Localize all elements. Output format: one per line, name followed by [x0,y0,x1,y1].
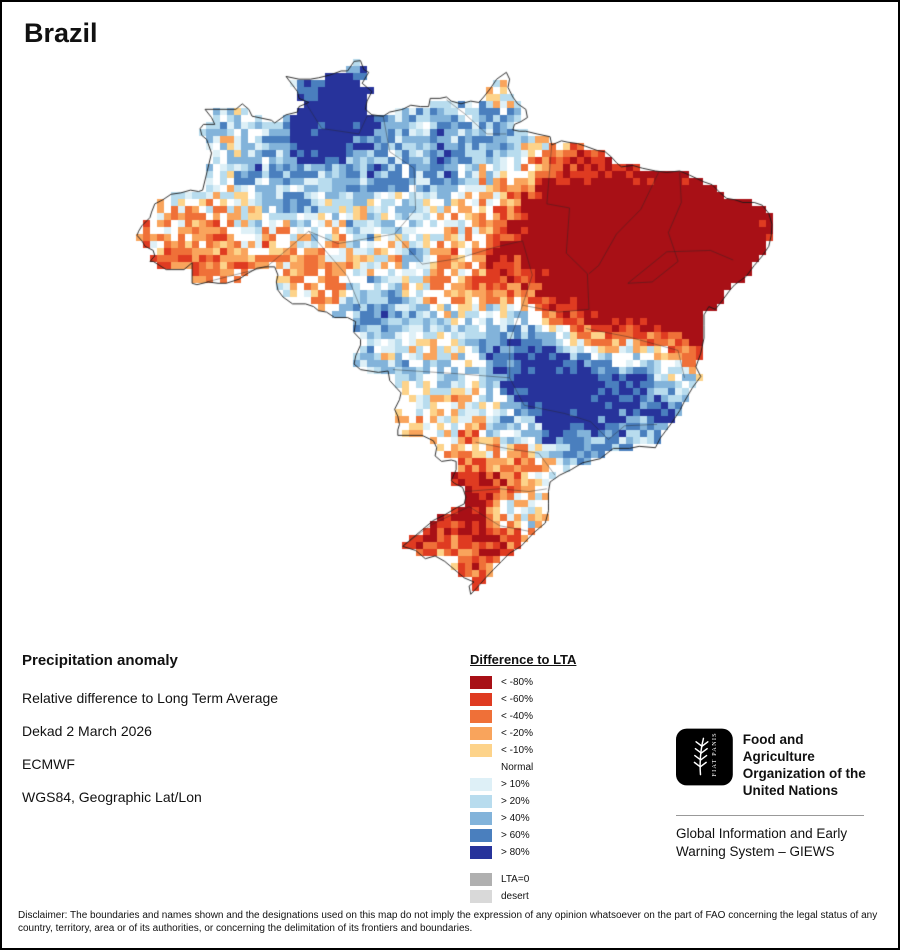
legend-swatch [470,761,492,774]
fao-logo-icon: FIAT PANIS [676,728,733,786]
fao-motto-text: FIAT PANIS [711,732,718,776]
legend-label: LTA=0 [501,874,530,885]
legend-label: < -80% [501,677,533,688]
org-divider [676,815,864,816]
legend-swatch [470,846,492,859]
fao-header: FIAT PANIS Food and Agriculture Organiza… [676,728,876,799]
info-block: Precipitation anomaly Relative differenc… [22,652,278,822]
legend-swatch [470,710,492,723]
legend-swatch [470,727,492,740]
legend-swatch [470,890,492,903]
legend-swatch [470,795,492,808]
legend-swatch [470,812,492,825]
legend-row: < -60% [470,693,576,706]
legend-rows: < -80% < -60% < -40% < -20% < -10% Normal > 10… [470,676,576,903]
org-name-line: Organization of the [742,766,866,781]
legend-swatch [470,676,492,689]
legend-row: > 10% [470,778,576,791]
legend-row: < -10% [470,744,576,757]
legend-swatch [470,693,492,706]
legend-row: < -20% [470,727,576,740]
info-line-dekad: Dekad 2 March 2026 [22,723,152,739]
legend-row: Normal [470,761,576,774]
legend-label: > 10% [501,779,530,790]
legend-swatch [470,829,492,842]
fao-block: FIAT PANIS Food and Agriculture Organiza… [676,728,876,861]
legend-row: < -80% [470,676,576,689]
giews-line: Warning System – GIEWS [676,844,835,859]
info-line-description: Relative difference to Long Term Average [22,690,279,706]
legend-label: Normal [501,762,534,773]
org-name-line: United Nations [742,783,839,798]
legend-row: desert [470,890,576,903]
legend-title: Difference to LTA [470,652,577,667]
giews-line: Global Information and Early [676,826,848,841]
org-name: Food and Agriculture Organization of the… [743,728,876,799]
brazil-anomaly-map [122,52,792,622]
legend-label: < -60% [501,694,533,705]
disclaimer-text: Disclaimer: The boundaries and names sho… [18,910,878,934]
legend-label: < -20% [501,728,533,739]
legend-label: desert [501,891,529,902]
info-line-projection: WGS84, Geographic Lat/Lon [22,789,202,805]
info-line-source: ECMWF [22,756,75,772]
legend-label: > 20% [501,796,530,807]
giews-text: Global Information and Early Warning Sys… [676,825,876,861]
legend-swatch [470,873,492,886]
legend-label: > 80% [501,847,530,858]
legend-swatch [470,778,492,791]
legend-row: LTA=0 [470,873,576,886]
legend-label: < -10% [501,745,533,756]
legend-label: < -40% [501,711,533,722]
page-title: Brazil [24,18,98,48]
legend-row: > 20% [470,795,576,808]
legend-label: > 40% [501,813,530,824]
legend-row: > 40% [470,812,576,825]
legend-row: < -40% [470,710,576,723]
legend-label: > 60% [501,830,530,841]
legend-row: > 80% [470,846,576,859]
legend: Difference to LTA < -80% < -60% < -40% < -2… [470,652,576,907]
org-name-line: Food and Agriculture [742,732,815,764]
map-subject-heading: Precipitation anomaly [22,652,178,669]
legend-swatch [470,744,492,757]
legend-row: > 60% [470,829,576,842]
